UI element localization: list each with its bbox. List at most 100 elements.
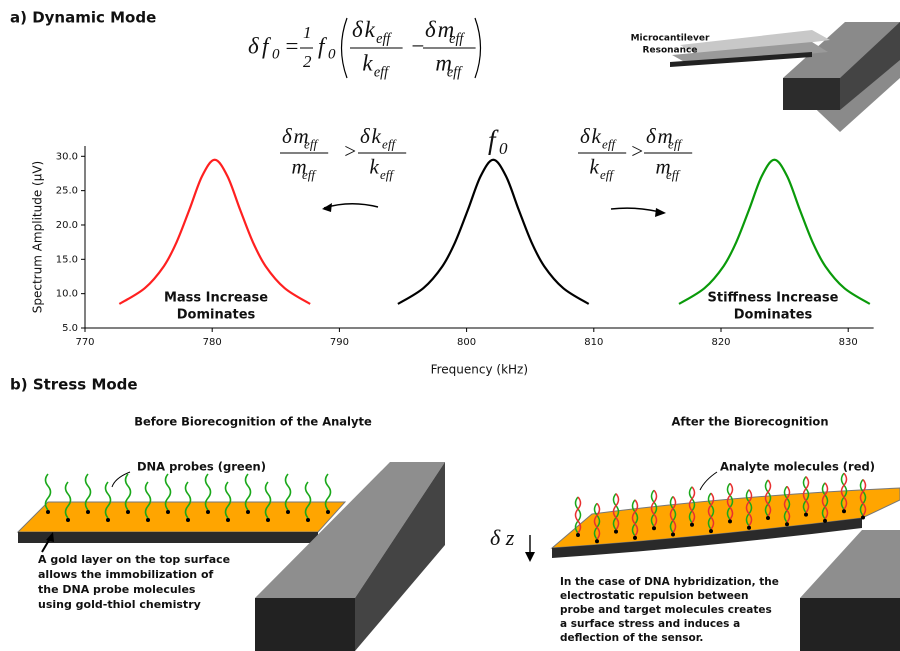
label: Analyte molecules (red) — [720, 460, 875, 474]
thiol-anchor — [226, 518, 230, 522]
arrow-head — [525, 552, 535, 562]
label: δ — [646, 124, 657, 148]
label: eff — [447, 65, 463, 81]
label: δ — [352, 17, 363, 42]
label: k — [362, 51, 373, 76]
arrow-head — [655, 208, 666, 217]
thiol-anchor — [286, 510, 290, 514]
spectrum-curve — [679, 160, 870, 304]
label: electrostatic repulsion between — [560, 590, 749, 602]
thiol-anchor — [614, 530, 618, 534]
thiol-anchor — [747, 526, 751, 530]
label: 20.0 — [56, 220, 78, 231]
pointer — [700, 472, 717, 490]
label: 5.0 — [62, 323, 78, 334]
label: eff — [302, 167, 317, 182]
label: 15.0 — [56, 254, 78, 265]
label: k — [589, 155, 599, 179]
label: f — [262, 33, 272, 58]
thiol-anchor — [326, 510, 330, 514]
label: 0 — [499, 139, 508, 158]
label: k — [592, 124, 602, 148]
thiol-anchor — [46, 510, 50, 514]
label: f — [488, 125, 499, 155]
label: 770 — [75, 337, 94, 348]
label: DNA probes (green) — [137, 460, 266, 474]
label: − — [410, 33, 426, 58]
label: eff — [668, 137, 683, 152]
label: 1 — [303, 23, 312, 42]
label: In the case of DNA hybridization, the — [560, 576, 779, 588]
arrow — [324, 204, 378, 208]
label: k — [365, 17, 376, 42]
label: = — [284, 33, 300, 58]
label: 800 — [457, 337, 476, 348]
label: eff — [382, 137, 397, 152]
label: k — [372, 124, 382, 148]
thiol-anchor — [106, 518, 110, 522]
thiol-anchor — [186, 518, 190, 522]
label: δ — [360, 124, 371, 148]
label: > — [343, 139, 357, 163]
label: using gold-thiol chemistry — [38, 598, 201, 611]
figure: a) Dynamic ModeMicrocantileverResonanceM… — [0, 0, 900, 651]
label: probe and target molecules creates — [560, 604, 772, 616]
label: δ — [248, 33, 259, 58]
thiol-anchor — [709, 529, 713, 533]
label: Resonance — [643, 46, 698, 56]
label: 25.0 — [56, 186, 78, 197]
label: Spectrum Amplitude (μV) — [31, 161, 45, 313]
label: eff — [376, 31, 392, 47]
label: eff — [374, 65, 390, 81]
label: Before Biorecognition of the Analyte — [134, 415, 372, 429]
label: k — [369, 155, 379, 179]
label: Stiffness Increase — [708, 291, 839, 306]
label: allows the immobilization of — [38, 568, 214, 581]
thiol-anchor — [86, 510, 90, 514]
label: δ — [282, 124, 293, 148]
label: eff — [380, 167, 395, 182]
label: the DNA probe molecules — [38, 583, 196, 596]
thiol-anchor — [66, 518, 70, 522]
label: 790 — [330, 337, 349, 348]
label: δ z — [490, 525, 515, 550]
thiol-anchor — [652, 526, 656, 530]
label: After the Biorecognition — [671, 415, 828, 429]
label: 30.0 — [56, 151, 78, 162]
label: Dominates — [734, 308, 813, 323]
label: a surface stress and induces a — [560, 618, 740, 630]
label: > — [630, 139, 644, 163]
label: 820 — [711, 337, 730, 348]
thiol-anchor — [785, 522, 789, 526]
label: 830 — [839, 337, 858, 348]
label: eff — [304, 137, 319, 152]
label: 0 — [272, 46, 280, 62]
thiol-anchor — [766, 516, 770, 520]
label: A gold layer on the top surface — [38, 553, 230, 566]
label: Mass Increase — [164, 291, 268, 306]
label: 780 — [203, 337, 222, 348]
label: 2 — [303, 52, 312, 71]
thiol-anchor — [690, 523, 694, 527]
thiol-anchor — [206, 510, 210, 514]
thiol-anchor — [861, 516, 865, 520]
label: 810 — [584, 337, 603, 348]
thiol-anchor — [595, 539, 599, 543]
label: eff — [602, 137, 617, 152]
label: eff — [449, 31, 465, 47]
paren — [342, 18, 348, 78]
label: eff — [666, 167, 681, 182]
thiol-anchor — [576, 533, 580, 537]
label: eff — [600, 167, 615, 182]
label: 10.0 — [56, 289, 78, 300]
thiol-anchor — [804, 513, 808, 517]
thiol-anchor — [633, 536, 637, 540]
label: b) Stress Mode — [10, 376, 138, 394]
label: Dominates — [177, 308, 256, 323]
thiol-anchor — [166, 510, 170, 514]
label: f — [318, 33, 328, 58]
thiol-anchor — [246, 510, 250, 514]
label: 0 — [328, 46, 336, 62]
thiol-anchor — [146, 518, 150, 522]
label: Frequency (kHz) — [431, 363, 528, 377]
